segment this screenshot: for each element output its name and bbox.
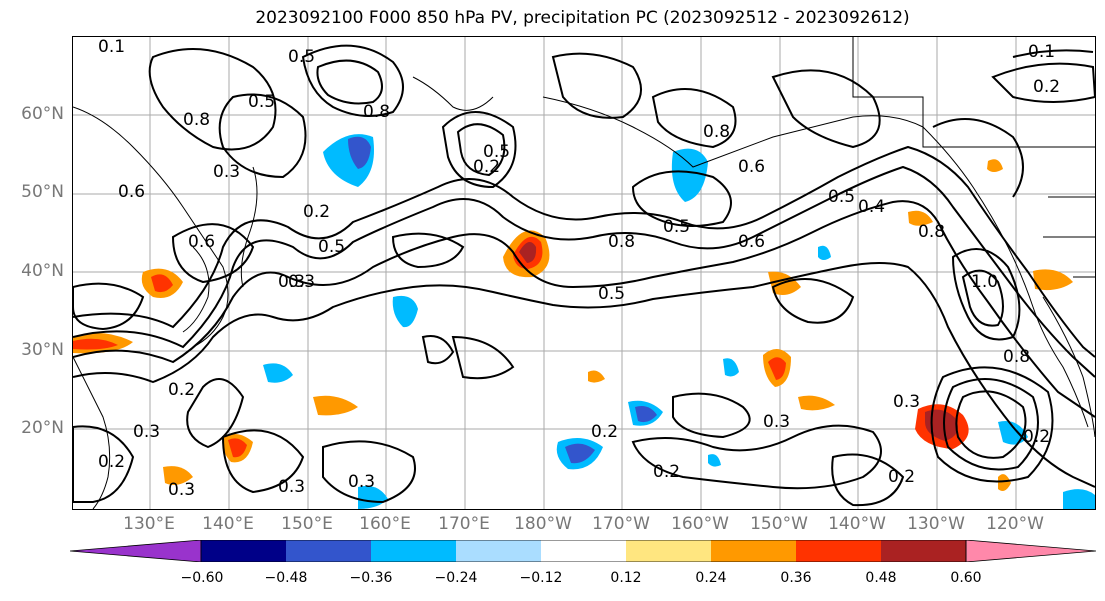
contour-label: 0.2 [653, 462, 680, 482]
lon-label-140e: 140°E [202, 514, 254, 534]
map-panel: 0.1 0.5 0.8 0.3 0.5 0.6 0.2 0.3 0.6 0.8 … [72, 36, 1096, 510]
contour-label: 0.3 [278, 272, 305, 292]
contour-label: 0.5 [663, 217, 690, 237]
contour-label: 0.3 [133, 422, 160, 442]
contour-label: 0.8 [1003, 347, 1030, 367]
lon-label-170w: 170°W [592, 514, 650, 534]
contour-label: 1.0 [971, 272, 998, 292]
contour-label: 0.6 [738, 157, 765, 177]
colorbar-extend-low [70, 540, 202, 562]
contour-label: 0.2 [303, 202, 330, 222]
colorbar-tick: −0.48 [264, 570, 308, 586]
colorbar-segment [541, 540, 626, 562]
contour-label: 0.2 [1023, 427, 1050, 447]
colorbar-segment [371, 540, 456, 562]
colorbar-segment [201, 540, 286, 562]
contour-label: 0.3 [348, 472, 375, 492]
lon-label-130w: 130°W [907, 514, 965, 534]
lon-label-150e: 150°E [281, 514, 333, 534]
contour-label: 0.3 [763, 412, 790, 432]
lat-label-30n: 30°N [21, 340, 64, 360]
contour-label: 0.3 [278, 477, 305, 497]
lat-label-40n: 40°N [21, 261, 64, 281]
colorbar-tick: −0.60 [180, 570, 224, 586]
colorbar-tick: 0.48 [865, 570, 897, 586]
colorbar [70, 540, 1096, 562]
precip-negative-patches [263, 134, 1095, 509]
contour-label: 0.6 [738, 232, 765, 252]
colorbar-tick: 0.60 [950, 570, 982, 586]
contour-label: 0.5 [598, 284, 625, 304]
lat-label-60n: 60°N [21, 104, 64, 124]
colorbar-segment [286, 540, 371, 562]
colorbar-tick: −0.36 [349, 570, 393, 586]
contour-label: 0.8 [608, 232, 635, 252]
contour-label: 0.2 [168, 380, 195, 400]
contour-label: 0.2 [888, 467, 915, 487]
contour-label: 0.6 [118, 182, 145, 202]
contour-label: 0.8 [183, 110, 210, 130]
contour-label: 0.2 [98, 452, 125, 472]
contour-label: 0.5 [288, 47, 315, 67]
colorbar-segment [796, 540, 881, 562]
contour-label: 0.2 [1033, 77, 1060, 97]
lon-label-170e: 170°E [438, 514, 490, 534]
contour-label: 0.1 [1028, 42, 1055, 62]
contour-label: 0.2 [473, 157, 500, 177]
colorbar-extend-high [965, 540, 1096, 562]
contour-label: 0.5 [828, 187, 855, 207]
map-title: 2023092100 F000 850 hPa PV, precipitatio… [255, 8, 910, 28]
contour-label-layer: 0.1 0.5 0.8 0.3 0.5 0.6 0.2 0.3 0.6 0.8 … [98, 37, 1060, 500]
map-canvas: 0.1 0.5 0.8 0.3 0.5 0.6 0.2 0.3 0.6 0.8 … [73, 37, 1095, 509]
lon-label-180w: 180°W [514, 514, 572, 534]
colorbar-tick: −0.12 [519, 570, 563, 586]
lat-label-20n: 20°N [21, 418, 64, 438]
lon-label-140w: 140°W [828, 514, 886, 534]
lon-label-130e: 130°E [123, 514, 175, 534]
contour-label: 0.5 [318, 237, 345, 257]
contour-label: 0.8 [703, 122, 730, 142]
contour-label: 0.5 [483, 142, 510, 162]
contour-label: 0.8 [363, 102, 390, 122]
contour-label: 0.8 [918, 222, 945, 242]
contour-label: 0.6 [188, 232, 215, 252]
coastlines [73, 37, 1095, 509]
contour-label: 0.3 [288, 272, 315, 292]
colorbar-segment [456, 540, 541, 562]
contour-label: 0.4 [858, 197, 885, 217]
colorbar-tick: −0.24 [434, 570, 478, 586]
colorbar-tick: 0.24 [695, 570, 727, 586]
lon-label-150w: 150°W [750, 514, 808, 534]
pv-contours [73, 44, 1095, 507]
contour-label: 0.5 [248, 92, 275, 112]
contour-label: 0.3 [893, 392, 920, 412]
contour-label: 0.3 [168, 480, 195, 500]
contour-label: 0.1 [98, 37, 125, 57]
contour-label: 0.3 [213, 162, 240, 182]
colorbar-segment [881, 540, 966, 562]
lon-label-160e: 160°E [359, 514, 411, 534]
lon-label-120w: 120°W [986, 514, 1044, 534]
colorbar-segment [711, 540, 796, 562]
colorbar-tick: 0.12 [610, 570, 642, 586]
colorbar-segment [626, 540, 711, 562]
contour-label: 0.2 [591, 422, 618, 442]
lat-label-50n: 50°N [21, 182, 64, 202]
precip-positive-patches [73, 159, 1073, 491]
lon-label-160w: 160°W [671, 514, 729, 534]
colorbar-tick: 0.36 [780, 570, 812, 586]
